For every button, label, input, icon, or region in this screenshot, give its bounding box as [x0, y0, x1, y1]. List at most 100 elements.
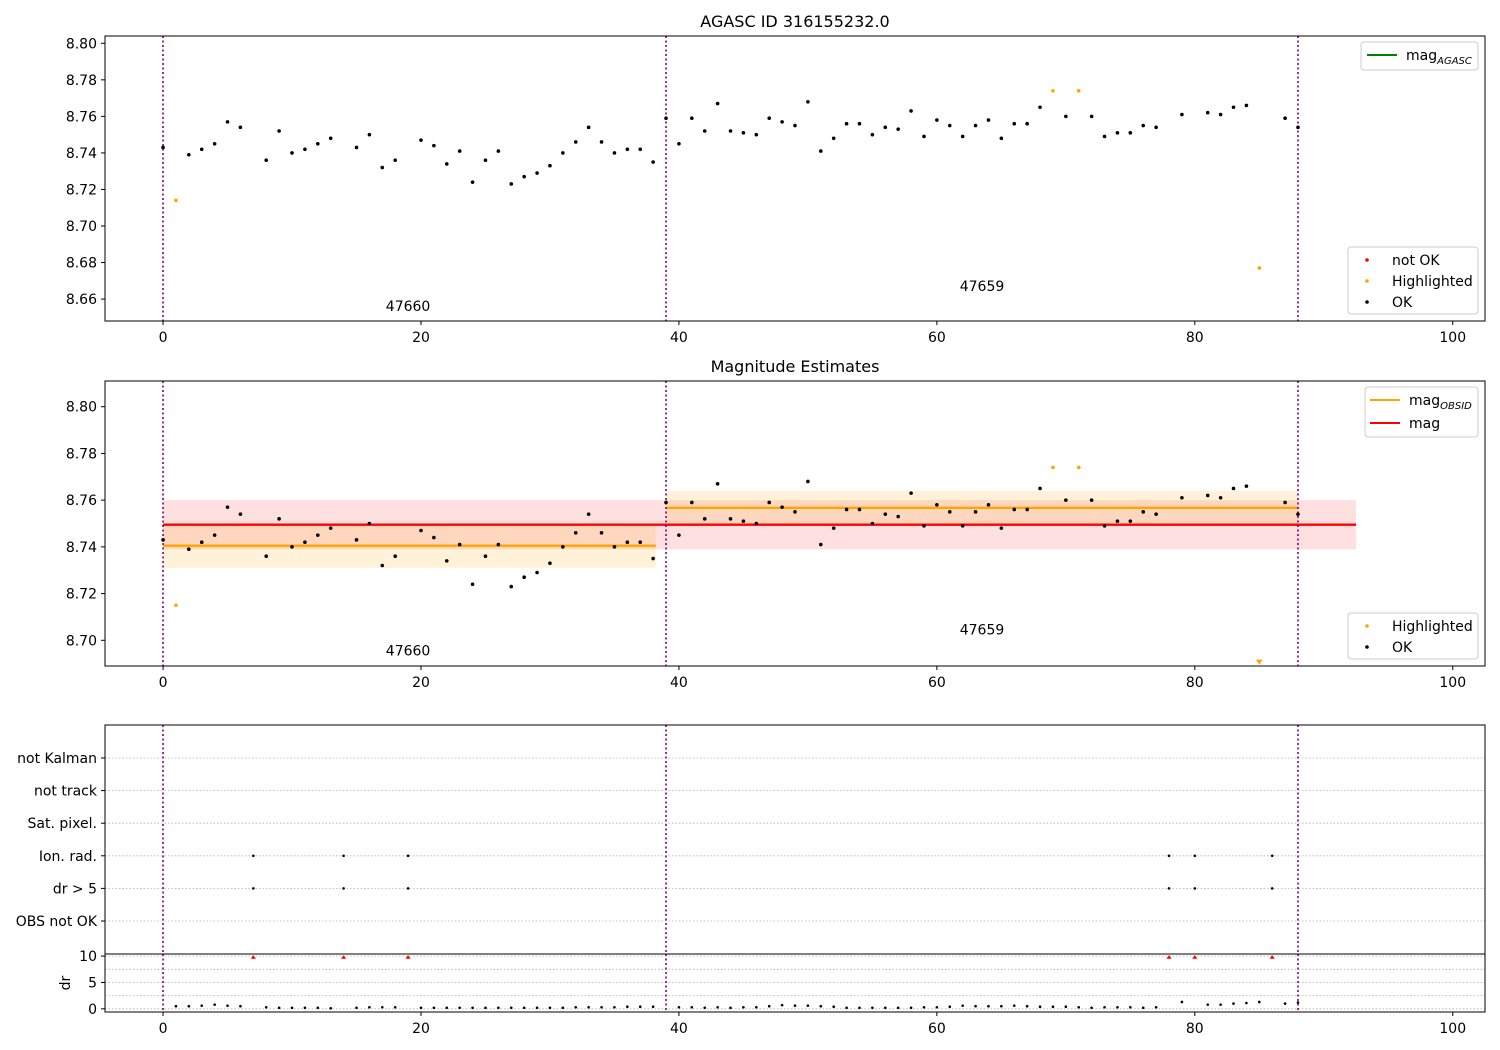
p4-dr-point [974, 1004, 977, 1008]
p2-legend-label: OK [1392, 640, 1413, 656]
p1-point-ok [419, 138, 423, 142]
p4-xtick-label: 20 [412, 1021, 430, 1037]
p1-point-ok [277, 129, 281, 133]
p4-dr-point [548, 1006, 552, 1010]
p1-point-ok [741, 131, 746, 135]
p3-axes-frame [104, 724, 1486, 955]
p2-point-ok [548, 561, 552, 566]
p4-offscale-marker [340, 955, 347, 959]
p1-ytick-label: 8.74 [66, 146, 97, 162]
p2-point-ok [393, 554, 397, 559]
p1-axes-frame [104, 35, 1486, 322]
p2-point-ok [354, 538, 359, 542]
p1-point-ok [857, 121, 862, 126]
p1-point-highlighted [1051, 89, 1055, 93]
p3-flag-point [1270, 887, 1274, 890]
p2-point-ok [1154, 512, 1158, 516]
p1-point-ok [935, 118, 939, 122]
panel-agasc: AGASC ID 316155232.0 47660 47659 0 20 40 60 80 1… [66, 12, 1486, 346]
p4-dr-point [1038, 1005, 1042, 1009]
p4-dr-point [922, 1005, 926, 1009]
p4-dr-point [484, 1006, 487, 1010]
p4-dr-point [561, 1006, 565, 1010]
p1-point-ok [677, 141, 681, 146]
p1-xtick-label: 60 [928, 330, 946, 346]
p4-dr-point [355, 1006, 358, 1010]
p2-ytick-label: 8.76 [66, 493, 97, 509]
p2-point-ok [470, 582, 475, 587]
p4-dr-point [600, 1005, 603, 1009]
obsid-label: 47660 [386, 643, 431, 659]
p1-point-ok [1128, 131, 1133, 135]
p2-point-ok [973, 510, 978, 514]
p4-dr-point [1154, 1005, 1158, 1009]
p1-point-highlighted [1076, 89, 1081, 93]
p4-dr-point [187, 1004, 191, 1008]
p4-dr-point [858, 1006, 861, 1010]
p2-point-ok [522, 575, 526, 580]
p1-legend-marker [1365, 300, 1369, 304]
p2-point-ok [1115, 519, 1120, 523]
p1-point-ok [367, 132, 372, 137]
p2-point-ok [264, 554, 269, 559]
p4-xtick-label: 0 [159, 1021, 168, 1037]
panel-magnitude-estimates: Magnitude Estimates 47660 47659 0 20 40 60 80 10… [66, 357, 1486, 691]
obsid-label: 47659 [960, 279, 1005, 295]
p4-dr-point [1219, 1003, 1222, 1006]
p1-point-ok [1296, 125, 1300, 130]
p1-legend-label: Highlighted [1392, 274, 1473, 290]
p3-category-label: Ion. rad. [39, 849, 97, 865]
p1-point-ok [328, 136, 333, 141]
p3-category-label: not Kalman [17, 751, 97, 767]
p2-ytick-label: 8.70 [66, 633, 97, 649]
p4-ytick-label: 5 [88, 975, 97, 991]
p1-point-ok [818, 149, 823, 153]
p4-dr-point [174, 1004, 178, 1008]
p1-point-ok [1231, 105, 1236, 110]
p4-dr-point [909, 1006, 913, 1010]
p2-axes-frame [104, 380, 1486, 667]
p1-legend-label: magAGASC [1406, 48, 1472, 67]
p4-dr-point [1051, 1005, 1055, 1009]
p4-dr-point [987, 1004, 990, 1008]
p2-point-ok [1089, 498, 1094, 502]
p1-point-ok [535, 171, 539, 175]
p1-point-ok [806, 99, 810, 104]
p1-xtick-label: 40 [670, 330, 688, 346]
p2-point-ok [702, 517, 707, 521]
p4-dr-point [1000, 1004, 1003, 1008]
p1-point-ok [1064, 114, 1068, 119]
p4-dr-point [677, 1005, 681, 1009]
p2-point-highlighted [1051, 465, 1055, 470]
p4-dr-point [290, 1006, 294, 1010]
p4-dr-point [626, 1005, 629, 1009]
p2-point-ok [199, 540, 204, 544]
p4-dr-point [200, 1004, 204, 1007]
p2-point-ok [909, 491, 913, 495]
obsid-label: 47659 [960, 622, 1005, 638]
p1-point-ok [470, 180, 475, 184]
p1-point-ok [1012, 121, 1017, 126]
panel-title: Magnitude Estimates [711, 357, 880, 376]
p2-point-ok [857, 507, 862, 512]
obsid-label: 47660 [386, 299, 431, 315]
p1-point-ok [561, 151, 565, 155]
p2-point-ok [535, 570, 539, 575]
p1-point-ok [1283, 116, 1287, 121]
p3-flag-point [406, 887, 410, 890]
p1-point-ok [922, 134, 926, 139]
p2-point-ok [483, 554, 488, 559]
p1-ytick-label: 8.68 [66, 256, 97, 272]
p4-dr-point [226, 1004, 229, 1007]
p2-point-ok [754, 521, 759, 526]
p1-point-ok [496, 149, 501, 153]
p1-point-ok [728, 129, 733, 133]
p1-point-ok [1115, 131, 1120, 135]
p4-dr-point [1206, 1003, 1210, 1006]
p4-dr-point [651, 1005, 655, 1009]
p4-dr-point [716, 1005, 719, 1009]
p1-point-ok [1180, 112, 1184, 117]
p3-flag-point [252, 854, 255, 858]
p1-ytick-label: 8.70 [66, 219, 97, 235]
p4-dr-point [574, 1005, 578, 1009]
